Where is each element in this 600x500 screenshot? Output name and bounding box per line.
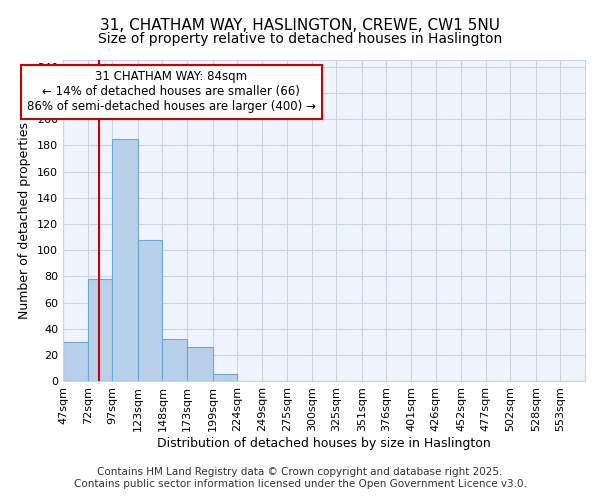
Text: Size of property relative to detached houses in Haslington: Size of property relative to detached ho… xyxy=(98,32,502,46)
Bar xyxy=(88,279,112,382)
Y-axis label: Number of detached properties: Number of detached properties xyxy=(19,122,31,319)
Bar xyxy=(112,138,138,382)
Text: 31 CHATHAM WAY: 84sqm
← 14% of detached houses are smaller (66)
86% of semi-deta: 31 CHATHAM WAY: 84sqm ← 14% of detached … xyxy=(27,70,316,114)
Bar xyxy=(138,240,163,382)
Text: 31, CHATHAM WAY, HASLINGTON, CREWE, CW1 5NU: 31, CHATHAM WAY, HASLINGTON, CREWE, CW1 … xyxy=(100,18,500,32)
Bar xyxy=(187,348,212,382)
Bar xyxy=(63,342,88,382)
Bar xyxy=(163,340,187,382)
Bar xyxy=(212,374,237,382)
Text: Contains HM Land Registry data © Crown copyright and database right 2025.
Contai: Contains HM Land Registry data © Crown c… xyxy=(74,468,526,489)
X-axis label: Distribution of detached houses by size in Haslington: Distribution of detached houses by size … xyxy=(157,437,491,450)
